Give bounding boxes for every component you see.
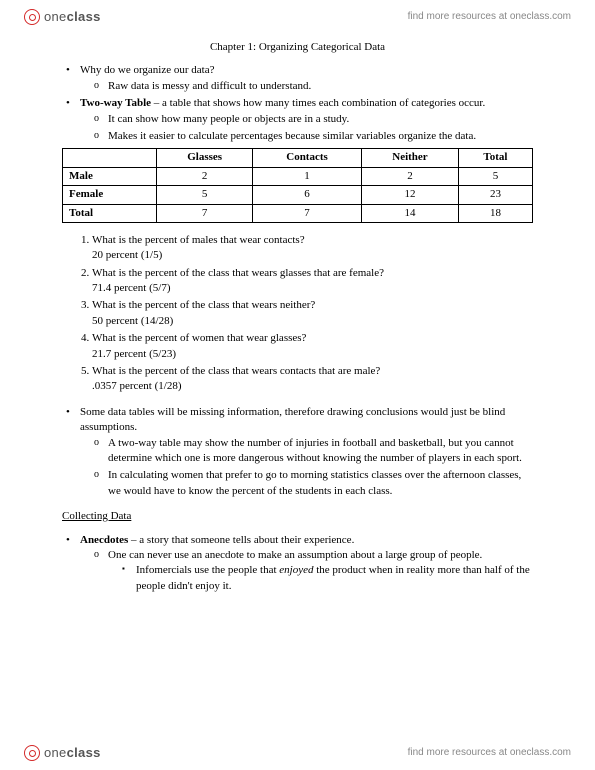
logo-one: one bbox=[44, 9, 67, 24]
table-row: Total 7 7 14 18 bbox=[63, 204, 533, 222]
sub-show-people: It can show how many people or objects a… bbox=[108, 112, 533, 127]
text: Some data tables will be missing informa… bbox=[80, 406, 505, 433]
cell: 12 bbox=[362, 186, 459, 204]
col-blank bbox=[63, 149, 157, 167]
col-neither: Neither bbox=[362, 149, 459, 167]
logo-class: class bbox=[67, 9, 101, 24]
question-list: What is the percent of males that wear c… bbox=[62, 233, 533, 395]
sub-anecdote-assumption: One can never use an anecdote to make an… bbox=[108, 548, 533, 594]
table-row: Female 5 6 12 23 bbox=[63, 186, 533, 204]
cell: 5 bbox=[157, 186, 253, 204]
a: .0357 percent (1/28) bbox=[92, 379, 533, 394]
a: 50 percent (14/28) bbox=[92, 314, 533, 329]
bullet-missing-info: Some data tables will be missing informa… bbox=[80, 405, 533, 499]
logo-one: one bbox=[44, 745, 67, 760]
bullet-why-organize: Why do we organize our data? Raw data is… bbox=[80, 63, 533, 94]
col-total: Total bbox=[458, 149, 532, 167]
document-body: Chapter 1: Organizing Categorical Data W… bbox=[62, 40, 533, 596]
definition: – a story that someone tells about their… bbox=[128, 534, 354, 546]
q: What is the percent of women that wear g… bbox=[92, 332, 306, 344]
table-row: Male 2 1 2 5 bbox=[63, 167, 533, 185]
two-way-table: Glasses Contacts Neither Total Male 2 1 … bbox=[62, 148, 533, 223]
page-header: oneclass find more resources at oneclass… bbox=[0, 0, 595, 34]
section-collecting-data: Collecting Data bbox=[62, 509, 533, 524]
question-4: What is the percent of women that wear g… bbox=[92, 331, 533, 362]
cell: 2 bbox=[157, 167, 253, 185]
text-a: Infomercials use the people that bbox=[136, 564, 279, 576]
term: Two-way Table bbox=[80, 97, 151, 109]
logo-icon bbox=[24, 9, 40, 25]
text: One can never use an anecdote to make an… bbox=[108, 549, 482, 561]
col-contacts: Contacts bbox=[253, 149, 362, 167]
cell: 7 bbox=[253, 204, 362, 222]
header-tagline: find more resources at oneclass.com bbox=[408, 10, 571, 24]
footer-tagline: find more resources at oneclass.com bbox=[408, 746, 571, 760]
question-3: What is the percent of the class that we… bbox=[92, 298, 533, 329]
table-header-row: Glasses Contacts Neither Total bbox=[63, 149, 533, 167]
cell: 23 bbox=[458, 186, 532, 204]
q: What is the percent of the class that we… bbox=[92, 299, 315, 311]
q: What is the percent of the class that we… bbox=[92, 267, 384, 279]
brand-logo-footer: oneclass bbox=[24, 744, 101, 762]
sub-morning-classes: In calculating women that prefer to go t… bbox=[108, 468, 533, 499]
logo-class: class bbox=[67, 745, 101, 760]
cell: 6 bbox=[253, 186, 362, 204]
cell: 5 bbox=[458, 167, 532, 185]
sub-percentages: Makes it easier to calculate percentages… bbox=[108, 129, 533, 144]
chapter-title: Chapter 1: Organizing Categorical Data bbox=[62, 40, 533, 55]
text-italic: enjoyed bbox=[279, 564, 313, 576]
a: 20 percent (1/5) bbox=[92, 248, 533, 263]
sub-raw-data: Raw data is messy and difficult to under… bbox=[108, 79, 533, 94]
brand-logo: oneclass bbox=[24, 8, 101, 26]
q: What is the percent of the class that we… bbox=[92, 365, 380, 377]
question-2: What is the percent of the class that we… bbox=[92, 266, 533, 297]
text: Why do we organize our data? bbox=[80, 64, 215, 76]
sub-injuries: A two-way table may show the number of i… bbox=[108, 436, 533, 467]
row-male: Male bbox=[63, 167, 157, 185]
logo-text: oneclass bbox=[44, 744, 101, 762]
logo-text: oneclass bbox=[44, 8, 101, 26]
page-footer: oneclass find more resources at oneclass… bbox=[0, 736, 595, 770]
cell: 7 bbox=[157, 204, 253, 222]
cell: 18 bbox=[458, 204, 532, 222]
bullet-anecdotes: Anecdotes – a story that someone tells a… bbox=[80, 533, 533, 595]
cell: 1 bbox=[253, 167, 362, 185]
cell: 2 bbox=[362, 167, 459, 185]
question-5: What is the percent of the class that we… bbox=[92, 364, 533, 395]
cell: 14 bbox=[362, 204, 459, 222]
question-1: What is the percent of males that wear c… bbox=[92, 233, 533, 264]
a: 21.7 percent (5/23) bbox=[92, 347, 533, 362]
col-glasses: Glasses bbox=[157, 149, 253, 167]
q: What is the percent of males that wear c… bbox=[92, 234, 305, 246]
subsub-infomercials: Infomercials use the people that enjoyed… bbox=[136, 563, 533, 594]
definition: – a table that shows how many times each… bbox=[151, 97, 485, 109]
a: 71.4 percent (5/7) bbox=[92, 281, 533, 296]
term: Anecdotes bbox=[80, 534, 128, 546]
logo-icon bbox=[24, 745, 40, 761]
row-female: Female bbox=[63, 186, 157, 204]
bullet-two-way-table: Two-way Table – a table that shows how m… bbox=[80, 96, 533, 144]
row-total: Total bbox=[63, 204, 157, 222]
